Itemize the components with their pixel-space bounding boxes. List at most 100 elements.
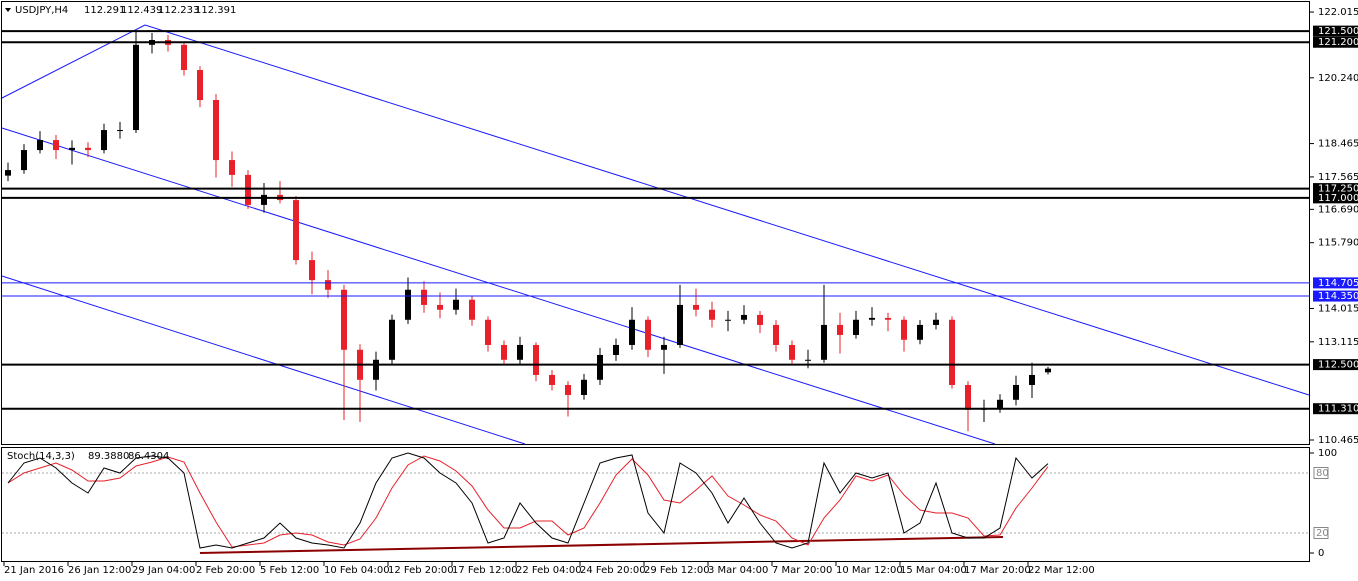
x-tick-label: 3 Mar 04:00 xyxy=(708,565,768,576)
level-label-box xyxy=(1313,183,1358,195)
candle-body xyxy=(1013,384,1019,400)
y-tick-label: 114.015 xyxy=(1318,303,1358,314)
candle-body xyxy=(933,319,939,325)
x-tick-label: 29 Jan 04:00 xyxy=(132,565,195,576)
candle-body xyxy=(645,319,651,350)
level-label: 121.500 xyxy=(1318,26,1358,37)
y-tick-label: 110.465 xyxy=(1318,435,1358,446)
x-tick-label: 10 Feb 04:00 xyxy=(324,565,390,576)
candle-body xyxy=(789,344,795,360)
candle-body xyxy=(405,289,411,320)
indicator-level-box xyxy=(1313,467,1329,479)
x-tick-label: 12 Feb 20:00 xyxy=(388,565,454,576)
candle-body xyxy=(101,130,107,151)
candle-body xyxy=(613,344,619,355)
y-tick-label: 120.240 xyxy=(1318,73,1358,84)
header-value: 112.233 xyxy=(158,5,199,16)
x-tick-label: 17 Mar 20:00 xyxy=(964,565,1031,576)
indicator-panel-frame xyxy=(1,447,1310,562)
candle-body xyxy=(181,44,187,71)
x-tick-label: 10 Mar 12:00 xyxy=(836,565,903,576)
candle-body xyxy=(629,319,635,345)
candle-body xyxy=(869,317,875,320)
candle-body xyxy=(965,384,971,410)
candle-body xyxy=(421,289,427,305)
candle-body xyxy=(5,170,11,176)
indicator-tick-label: 100 xyxy=(1318,448,1337,459)
candle-body xyxy=(197,70,203,101)
symbol: USDJPY,H4 xyxy=(15,5,68,16)
candle-body xyxy=(37,140,43,151)
candle-body xyxy=(293,200,299,261)
candle-body xyxy=(53,140,59,151)
candle-body xyxy=(661,344,667,350)
y-tick-label: 115.790 xyxy=(1318,238,1358,249)
channel-lines xyxy=(1,24,1310,445)
x-tick-label: 24 Feb 20:00 xyxy=(580,565,646,576)
candle-body xyxy=(741,314,747,320)
candle-body xyxy=(133,44,139,131)
candle-body xyxy=(229,160,235,175)
candle-body xyxy=(469,299,475,320)
level-label-box xyxy=(1313,25,1358,37)
level-label: 121.200 xyxy=(1318,37,1358,48)
indicator-tick-label: 0 xyxy=(1318,548,1324,559)
x-tick-label: 22 Mar 12:00 xyxy=(1028,565,1095,576)
candle-body xyxy=(517,344,523,360)
candle-body xyxy=(245,174,251,205)
price-panel-frame xyxy=(1,1,1310,445)
level-label: 112.500 xyxy=(1318,360,1358,371)
level-label-box xyxy=(1313,403,1358,415)
candle-body xyxy=(213,100,219,161)
candle-body xyxy=(917,324,923,340)
y-tick-label: 113.115 xyxy=(1318,337,1358,348)
y-tick-label: 116.690 xyxy=(1318,204,1358,215)
candle-body xyxy=(885,317,891,320)
x-tick-label: 21 Jan 2016 xyxy=(4,565,64,576)
level-label: 114.350 xyxy=(1318,291,1358,302)
candle-body xyxy=(549,374,555,385)
candle-body xyxy=(1029,374,1035,385)
stoch-support-line xyxy=(199,536,1004,554)
x-tick-label: 7 Mar 20:00 xyxy=(772,565,832,576)
level-label: 114.705 xyxy=(1318,278,1358,289)
x-tick-label: 15 Mar 04:00 xyxy=(900,565,967,576)
candle-body xyxy=(341,289,347,350)
candle-body xyxy=(21,150,27,171)
candle-body xyxy=(757,314,763,325)
header-value: 112.291 xyxy=(84,5,125,16)
x-tick-label: 22 Feb 04:00 xyxy=(516,565,582,576)
candle-body xyxy=(693,304,699,310)
level-label: 117.000 xyxy=(1318,193,1358,204)
indicator-main-value: 89.3880 xyxy=(88,451,129,462)
candle-body xyxy=(69,147,75,151)
candle-body xyxy=(597,354,603,380)
x-tick-label: 5 Feb 12:00 xyxy=(260,565,319,576)
stoch-main-line xyxy=(7,452,1049,549)
indicator-level-label: 80 xyxy=(1316,468,1329,479)
indicator-signal-value: 86.4304 xyxy=(128,451,169,462)
candle-body xyxy=(949,319,955,385)
trend-line xyxy=(1,275,526,445)
indicator-title: Stoch(14,3,3) xyxy=(7,451,75,462)
level-label-box xyxy=(1313,36,1358,48)
x-tick-label: 26 Jan 12:00 xyxy=(68,565,131,576)
candle-body xyxy=(437,304,443,310)
header-value: 112.391 xyxy=(195,5,236,16)
level-label-box xyxy=(1313,277,1358,289)
level-label-box xyxy=(1313,290,1358,302)
level-label: 117.250 xyxy=(1318,184,1358,195)
candle-body xyxy=(309,260,315,281)
candle-body xyxy=(325,280,331,290)
y-tick-label: 117.565 xyxy=(1318,172,1358,183)
x-tick-label: 29 Feb 12:00 xyxy=(644,565,710,576)
candle-body xyxy=(997,399,1003,408)
candle-body xyxy=(85,147,91,151)
level-label: 111.310 xyxy=(1318,404,1358,415)
candle-body xyxy=(373,359,379,380)
candle-body xyxy=(677,304,683,345)
indicator-level-box xyxy=(1313,527,1329,539)
header-value: 112.439 xyxy=(121,5,162,16)
